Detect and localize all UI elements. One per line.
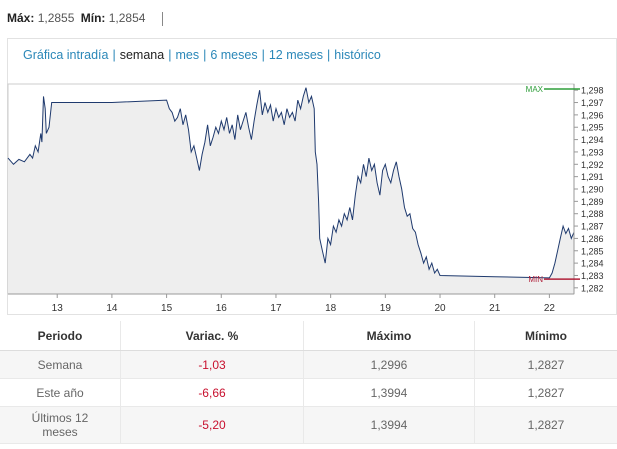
x-tick-label: 16 — [216, 303, 228, 314]
x-tick-label: 20 — [434, 303, 446, 314]
min-cell: 1,2827 — [474, 350, 617, 379]
max-cell: 1,3994 — [303, 406, 475, 444]
y-tick-label: 1,287 — [581, 222, 604, 232]
col-header-min: Mínimo — [474, 321, 617, 351]
tab-12-months[interactable]: 12 meses — [268, 48, 324, 62]
change-cell: -5,20 — [120, 406, 304, 444]
min-value: 1,2854 — [108, 11, 146, 25]
change-cell: -1,03 — [120, 350, 304, 379]
tab-divider: | — [261, 48, 265, 62]
stats-table: Periodo Variac. % Máximo Mínimo Semana -… — [0, 321, 617, 444]
y-tick-label: 1,294 — [581, 135, 604, 145]
y-tick-label: 1,293 — [581, 147, 604, 157]
tab-6-months[interactable]: 6 meses — [210, 48, 258, 62]
col-header-change: Variac. % — [120, 321, 304, 351]
x-tick-label: 22 — [544, 303, 556, 314]
x-tick-label: 21 — [489, 303, 501, 314]
period-cell: Últimos 12 meses — [0, 406, 121, 444]
tab-week[interactable]: semana — [119, 48, 165, 62]
tab-month[interactable]: mes — [175, 48, 200, 62]
max-label: Máx: — [7, 11, 35, 25]
y-tick-label: 1,285 — [581, 246, 604, 256]
min-label: Mín: — [80, 11, 106, 25]
y-tick-label: 1,282 — [581, 283, 604, 293]
y-tick-label: 1,297 — [581, 98, 604, 108]
tab-divider: | — [112, 48, 116, 62]
tab-intraday[interactable]: Gráfica intradía — [23, 48, 109, 62]
col-header-max: Máximo — [303, 321, 475, 351]
y-tick-label: 1,296 — [581, 110, 604, 120]
price-chart: 13 14 15 16 17 18 19 20 21 22 1,282 1,283 1,284 1,285… — [7, 83, 604, 314]
y-tick-label: 1,288 — [581, 209, 604, 219]
change-cell: -6,66 — [120, 378, 304, 407]
series-line — [7, 87, 575, 279]
price-range-summary: Máx: 1,2855 Mín: 1,2854 — [7, 11, 163, 26]
y-tick-label: 1,290 — [581, 185, 604, 195]
table-row: Últimos 12 meses -5,20 1,3994 1,2827 — [0, 406, 617, 444]
period-cell: Semana — [0, 350, 121, 379]
y-tick-label: 1,292 — [581, 160, 604, 170]
tab-divider: | — [168, 48, 172, 62]
max-marker-label: MAX — [526, 85, 544, 94]
y-tick-label: 1,291 — [581, 172, 604, 182]
x-tick-label: 18 — [325, 303, 337, 314]
table-row: Semana -1,03 1,2996 1,2827 — [0, 350, 617, 379]
tab-divider: | — [327, 48, 331, 62]
min-cell: 1,2827 — [474, 378, 617, 407]
table-row: Este año -6,66 1,3994 1,2827 — [0, 378, 617, 407]
x-tick-label: 13 — [52, 303, 64, 314]
y-tick-label: 1,284 — [581, 259, 604, 269]
table-header-row: Periodo Variac. % Máximo Mínimo — [0, 321, 617, 351]
y-tick-label: 1,286 — [581, 234, 604, 244]
y-tick-label: 1,289 — [581, 197, 604, 207]
x-tick-label: 17 — [270, 303, 282, 314]
max-value: 1,2855 — [37, 11, 75, 25]
tab-historical[interactable]: histórico — [334, 48, 381, 62]
min-marker-label: MIN — [528, 275, 543, 284]
series-area — [8, 87, 574, 294]
y-tick-label: 1,295 — [581, 123, 604, 133]
max-cell: 1,2996 — [303, 350, 475, 379]
y-tick-label: 1,298 — [581, 86, 604, 96]
x-tick-label: 19 — [380, 303, 392, 314]
period-cell-text: Últimos 12 meses — [31, 411, 89, 439]
period-tabs: Gráfica intradía | semana | mes | 6 meses | 12 m… — [23, 48, 381, 62]
x-tick-label: 14 — [106, 303, 118, 314]
col-header-period: Periodo — [0, 321, 121, 351]
max-cell: 1,3994 — [303, 378, 475, 407]
tab-divider: | — [203, 48, 207, 62]
min-cell: 1,2827 — [474, 406, 617, 444]
period-cell: Este año — [0, 378, 121, 407]
x-tick-label: 15 — [161, 303, 173, 314]
y-tick-label: 1,283 — [581, 271, 604, 281]
header-divider — [161, 11, 163, 26]
